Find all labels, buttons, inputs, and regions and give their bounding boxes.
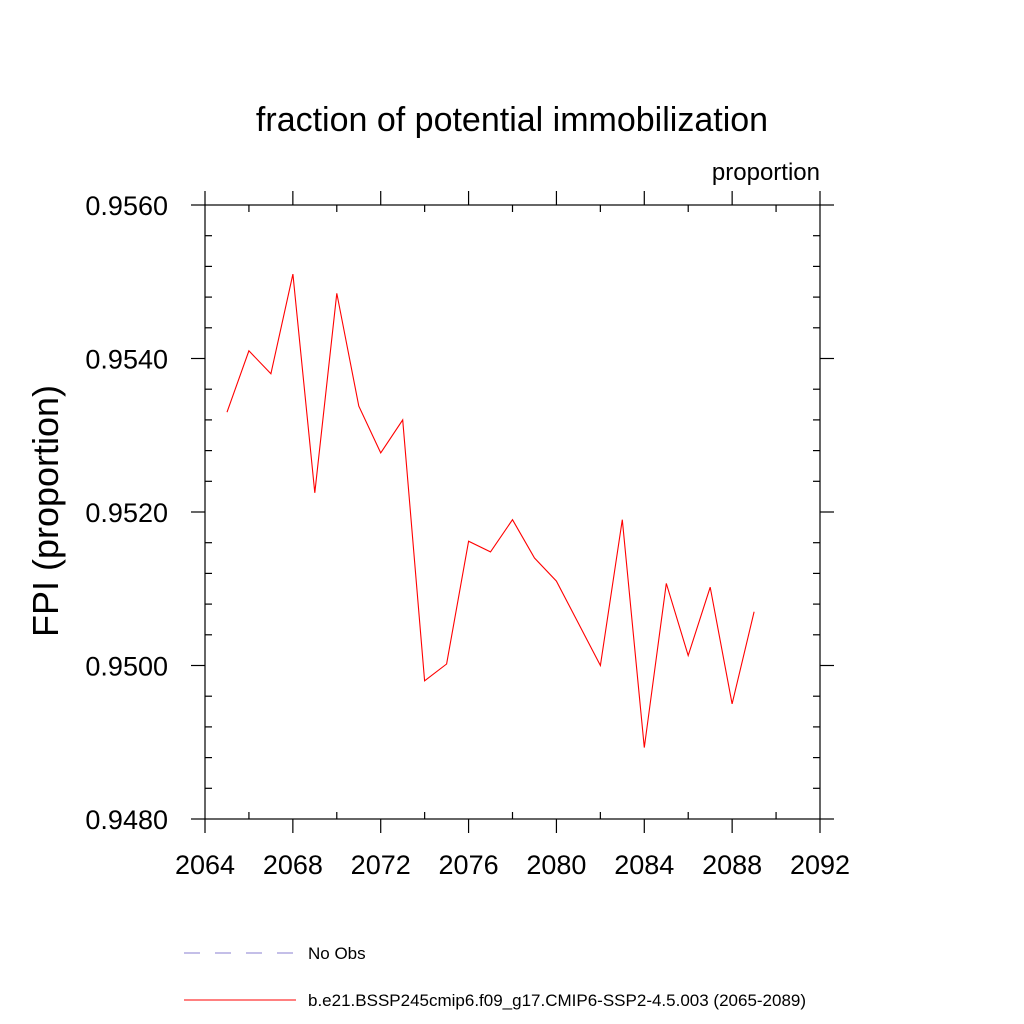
x-tick-label: 2072: [351, 850, 411, 880]
legend: No Obs b.e21.BSSP245cmip6.f09_g17.CMIP6-…: [184, 944, 806, 1010]
units-label: proportion: [712, 159, 820, 186]
legend-label-no-obs: No Obs: [308, 944, 366, 963]
x-tick-label: 2064: [175, 850, 235, 880]
plot-frame: [204, 204, 821, 820]
legend-label-model-run: b.e21.BSSP245cmip6.f09_g17.CMIP6-SSP2-4.…: [308, 991, 806, 1010]
y-tick-label: 0.9540: [85, 345, 168, 375]
x-tick-label: 2076: [439, 850, 499, 880]
y-axis-label: FPI (proportion): [25, 385, 66, 637]
x-tick-label: 2088: [702, 850, 762, 880]
x-tick-label: 2092: [790, 850, 850, 880]
chart-title: fraction of potential immobilization: [256, 101, 768, 139]
y-tick-label: 0.9500: [85, 652, 168, 682]
x-tick-label: 2068: [263, 850, 323, 880]
x-tick-label: 2084: [614, 850, 674, 880]
y-tick-label: 0.9480: [85, 805, 168, 835]
data-series: [226, 273, 755, 748]
y-tick-label: 0.9560: [85, 191, 168, 221]
axis-tick-labels: 2064 2068 2072 2076 2080 2084 2088 2092 0.9480 0.…: [85, 191, 850, 880]
x-tick-label: 2080: [526, 850, 586, 880]
y-tick-label: 0.9520: [85, 498, 168, 528]
axis-ticks: [191, 191, 834, 833]
series-line: [226, 273, 755, 748]
